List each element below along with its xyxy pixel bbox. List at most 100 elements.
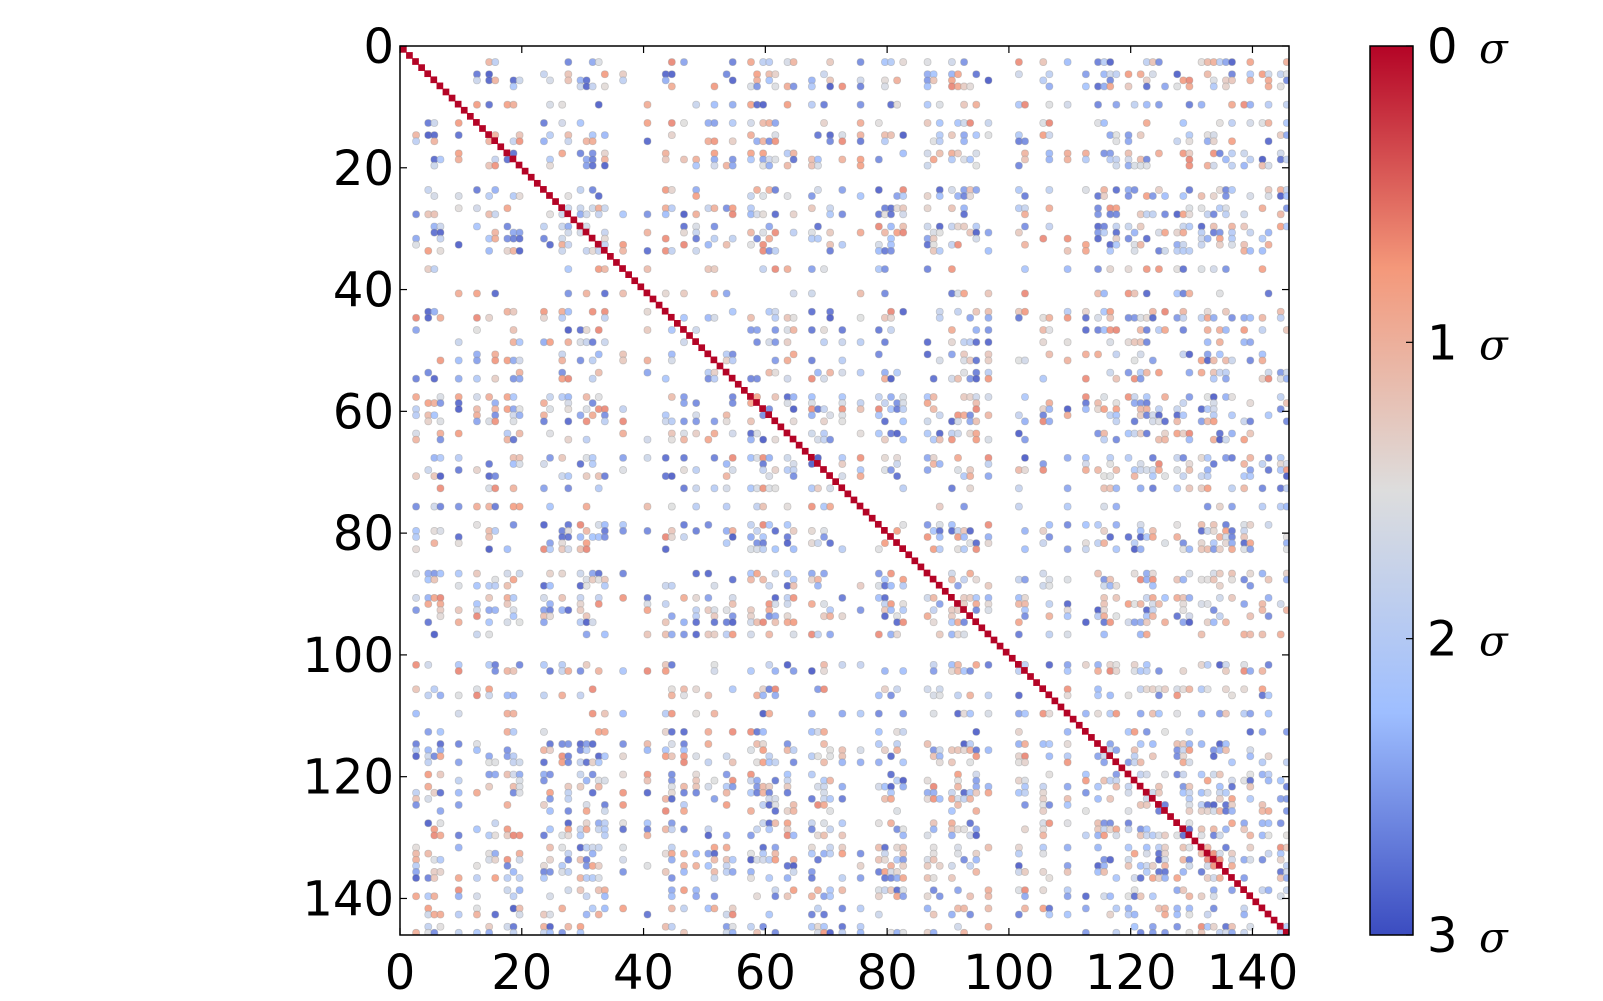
heatmap-cell: [1185, 569, 1194, 578]
heatmap-cell: [600, 338, 609, 347]
heatmap-cell: [1063, 691, 1072, 700]
heatmap-cell: [747, 155, 755, 164]
heatmap-cell: [1136, 874, 1145, 882]
heatmap-cell: [509, 667, 518, 675]
heatmap-cell: [436, 569, 445, 578]
colorbar-unit-symbol: σ: [1479, 24, 1509, 73]
heatmap-cell: [826, 502, 835, 511]
x-tick-label: 40: [613, 945, 674, 1001]
heatmap-cell: [1081, 405, 1090, 414]
heatmap-cell: [1185, 100, 1194, 109]
heatmap-cell: [838, 545, 847, 554]
heatmap-cell: [1081, 660, 1090, 669]
heatmap-cell: [765, 709, 774, 718]
heatmap-cell: [1045, 313, 1054, 322]
heatmap-cell: [783, 374, 792, 383]
heatmap-cell: [594, 782, 603, 791]
heatmap-cell: [436, 855, 445, 864]
diagonal-cell: [996, 642, 1004, 650]
heatmap-cell: [594, 326, 603, 334]
heatmap-cell: [680, 594, 688, 602]
heatmap-cell: [1124, 192, 1133, 200]
heatmap-cell: [807, 411, 816, 420]
heatmap-cell: [838, 874, 847, 882]
heatmap-cell: [680, 466, 688, 474]
heatmap-cell: [1021, 758, 1029, 767]
heatmap-cell: [619, 76, 628, 85]
heatmap-cell: [893, 746, 902, 755]
heatmap-cell: [856, 82, 865, 91]
heatmap-cell: [747, 874, 755, 882]
heatmap-cell: [771, 82, 780, 91]
heatmap-cell: [680, 210, 688, 219]
heatmap-cell: [728, 600, 737, 608]
heatmap-cell: [1124, 807, 1133, 815]
heatmap-cell: [838, 709, 847, 718]
heatmap-cell: [759, 575, 768, 584]
heatmap-cell: [771, 155, 780, 164]
heatmap-cell: [1228, 545, 1236, 554]
heatmap-cell: [1161, 910, 1169, 919]
heatmap-cell: [1124, 234, 1133, 243]
heatmap-cell: [667, 472, 676, 481]
heatmap-cell: [972, 660, 981, 669]
heatmap-cell: [1063, 411, 1072, 420]
heatmap-cell: [1246, 855, 1255, 864]
heatmap-cell: [807, 892, 816, 901]
heatmap-cell: [509, 100, 518, 109]
heatmap-cell: [856, 904, 865, 913]
heatmap-cell: [643, 100, 652, 109]
heatmap-cell: [722, 70, 731, 79]
heatmap-cell: [1197, 100, 1206, 109]
heatmap-cell: [759, 265, 768, 274]
diagonal-cell: [795, 441, 803, 449]
diagonal-cell: [893, 539, 900, 546]
heatmap-cell: [412, 472, 420, 481]
heatmap-cell: [789, 868, 798, 876]
heatmap-cell: [667, 691, 676, 700]
diagonal-cell: [960, 606, 967, 613]
heatmap-cell: [771, 246, 780, 255]
heatmap-cell: [1161, 326, 1169, 334]
heatmap-cell: [960, 222, 968, 231]
heatmap-cell: [728, 618, 737, 627]
heatmap-cell: [588, 374, 597, 383]
heatmap-cell: [424, 313, 433, 322]
heatmap-cell: [1185, 685, 1194, 694]
heatmap-cell: [564, 338, 573, 347]
heatmap-cell: [661, 289, 670, 298]
heatmap-cell: [582, 393, 591, 401]
diagonal-cell: [1234, 880, 1241, 887]
heatmap-cell: [1173, 910, 1182, 919]
heatmap-cell: [515, 874, 524, 882]
diagonal-cell: [1185, 831, 1193, 839]
heatmap-cell: [838, 904, 847, 913]
heatmap-cell: [667, 356, 676, 365]
heatmap-cell: [710, 234, 719, 243]
heatmap-cell: [473, 892, 481, 901]
heatmap-cell: [1161, 82, 1169, 91]
heatmap-cell: [436, 691, 445, 700]
heatmap-cell: [935, 533, 944, 541]
heatmap-cell: [1246, 356, 1255, 365]
heatmap-cell: [935, 149, 944, 158]
heatmap-cell: [728, 161, 737, 170]
heatmap-cell: [454, 119, 463, 127]
heatmap-cell: [984, 788, 993, 797]
heatmap-cell: [807, 289, 816, 298]
heatmap-cell: [1063, 612, 1072, 621]
heatmap-cell: [491, 502, 500, 511]
heatmap-cell: [771, 545, 780, 554]
heatmap-cell: [923, 861, 932, 870]
heatmap-cell: [491, 667, 500, 675]
heatmap-cell: [1246, 472, 1255, 481]
heatmap-cell: [814, 886, 822, 895]
heatmap-cell: [881, 228, 889, 237]
heatmap-cell: [783, 788, 792, 797]
heatmap-cell: [643, 265, 652, 274]
diagonal-cell: [1270, 916, 1278, 924]
heatmap-cell: [893, 100, 902, 109]
diagonal-cell: [899, 545, 906, 552]
heatmap-cell: [874, 119, 883, 127]
heatmap-cell: [893, 472, 902, 481]
